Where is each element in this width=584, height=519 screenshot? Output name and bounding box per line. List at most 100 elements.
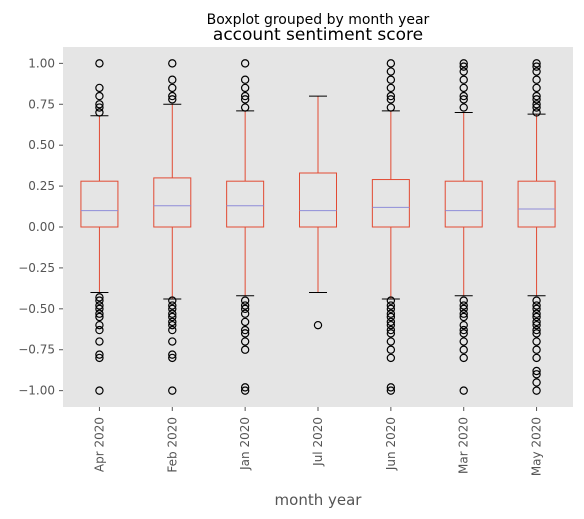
chart-suptitle: Boxplot grouped by month year xyxy=(207,12,430,28)
flier-point xyxy=(168,312,177,322)
flier-point xyxy=(459,91,468,101)
flier-point xyxy=(240,83,250,93)
y-tick-label: −0.25 xyxy=(18,261,55,275)
flier-point xyxy=(168,320,177,330)
flier-point xyxy=(532,95,541,104)
flier-point xyxy=(240,386,250,395)
x-tick-label: Mar 2020 xyxy=(457,417,471,474)
flier-point xyxy=(95,301,104,310)
flier-point xyxy=(240,95,250,104)
flier-point xyxy=(168,386,177,395)
flier-point xyxy=(532,301,541,310)
flier-point xyxy=(459,296,468,305)
flier-point xyxy=(168,309,177,318)
y-axis: 1.00 0.75 0.50 0.25 0.00 −0.25 −0.50 −0.75 −1.00 xyxy=(18,56,63,398)
flier-point xyxy=(95,320,104,330)
flier-point xyxy=(386,59,396,68)
x-tick-label: Apr 2020 xyxy=(92,417,106,472)
flier-point xyxy=(95,386,104,395)
flier-point xyxy=(240,337,250,346)
flier-point xyxy=(532,296,541,305)
box-iqr xyxy=(371,179,410,228)
x-tick-label: Jul 2020 xyxy=(311,417,325,467)
flier-point xyxy=(168,353,177,363)
y-tick-label: −1.00 xyxy=(18,384,55,398)
flier-point xyxy=(532,91,541,101)
x-axis-title: month year xyxy=(275,491,363,509)
flier-point xyxy=(459,62,468,71)
box-iqr xyxy=(153,177,192,228)
flier-point xyxy=(168,95,177,104)
flier-point xyxy=(532,75,541,84)
flier-point xyxy=(459,312,468,322)
flier-point xyxy=(386,75,396,84)
y-tick-label: 0.75 xyxy=(28,97,55,111)
flier-point xyxy=(95,304,104,314)
flier-point xyxy=(168,317,177,327)
flier-point xyxy=(168,59,177,68)
box-iqr xyxy=(517,180,556,228)
flier-point xyxy=(459,83,468,93)
flier-point xyxy=(240,317,250,327)
flier-point xyxy=(386,320,396,330)
flier-point xyxy=(532,370,541,379)
flier-point xyxy=(459,75,468,84)
flier-point xyxy=(95,312,104,322)
box-group xyxy=(371,59,410,395)
box-group xyxy=(80,59,119,395)
flier-point xyxy=(459,103,468,112)
flier-point xyxy=(386,67,396,76)
flier-point xyxy=(240,383,250,392)
x-tick-label: Jun 2020 xyxy=(384,417,398,471)
flier-point xyxy=(459,95,468,104)
flier-point xyxy=(386,296,396,305)
flier-point xyxy=(95,108,104,117)
flier-point xyxy=(532,59,541,68)
flier-point xyxy=(532,309,541,318)
flier-point xyxy=(459,353,468,363)
y-tick-label: 1.00 xyxy=(28,56,55,70)
flier-point xyxy=(95,293,104,302)
flier-point xyxy=(240,91,250,101)
flier-point xyxy=(386,317,396,327)
flier-point xyxy=(240,59,250,68)
flier-point xyxy=(95,91,104,101)
flier-point xyxy=(168,83,177,93)
flier-point xyxy=(168,304,177,314)
flier-point xyxy=(532,329,541,338)
flier-point xyxy=(459,337,468,346)
flier-point xyxy=(95,103,104,112)
flier-point xyxy=(168,75,177,84)
flier-point xyxy=(532,337,541,346)
flier-point xyxy=(386,83,396,93)
flier-point xyxy=(240,296,250,305)
flier-point xyxy=(95,337,104,346)
flier-point xyxy=(459,304,468,314)
flier-point xyxy=(95,59,104,68)
y-tick-label: 0.00 xyxy=(28,220,55,234)
flier-point xyxy=(95,83,104,93)
flier-point xyxy=(240,103,250,112)
flier-point xyxy=(240,75,250,84)
flier-point xyxy=(386,345,396,354)
flier-point xyxy=(95,353,104,363)
box-group xyxy=(153,59,192,395)
box-group xyxy=(517,59,556,395)
flier-point xyxy=(532,325,541,335)
chart-title: account sentiment score xyxy=(213,25,423,45)
box-group xyxy=(299,95,337,330)
x-tick-label: Jan 2020 xyxy=(238,417,252,471)
flier-point xyxy=(168,301,177,310)
flier-point xyxy=(459,309,468,318)
flier-point xyxy=(532,62,541,71)
flier-point xyxy=(313,320,323,330)
flier-point xyxy=(386,337,396,346)
flier-point xyxy=(168,337,177,346)
box-group xyxy=(444,59,483,395)
box-series xyxy=(80,59,556,395)
flier-point xyxy=(459,301,468,310)
flier-point xyxy=(240,325,250,335)
y-tick-label: −0.75 xyxy=(18,343,55,357)
flier-point xyxy=(95,309,104,318)
